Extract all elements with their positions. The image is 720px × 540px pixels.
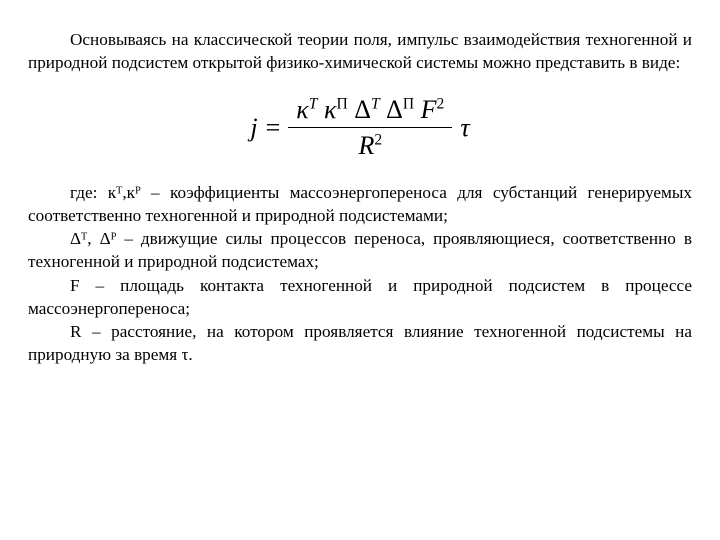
fraction: κТ κП ΔТ ΔП F2 R2	[288, 96, 452, 158]
r-squared: R2	[358, 131, 382, 160]
equals-sign: =	[266, 115, 281, 141]
delta-p: ΔП	[386, 95, 414, 124]
symbol-tau: τ	[460, 115, 469, 141]
document-page: Основываясь на классической теории поля,…	[0, 0, 720, 387]
impulse-formula: j = κТ κП ΔТ ΔП F2 R2 τ	[250, 96, 469, 158]
denominator: R2	[288, 128, 452, 159]
kappa-p: κП	[324, 95, 348, 124]
numerator: κТ κП ΔТ ΔП F2	[288, 96, 452, 128]
f-squared: F2	[421, 95, 445, 124]
kappa-t: κТ	[296, 95, 317, 124]
formula-block: j = κТ κП ΔТ ΔП F2 R2 τ	[28, 96, 692, 158]
intro-paragraph: Основываясь на классической теории поля,…	[28, 28, 692, 74]
definition-f: F – площадь контакта техногенной и приро…	[28, 274, 692, 320]
delta-t: ΔТ	[354, 95, 379, 124]
definition-kappa: где: кᵀ,кᴾ – коэффициенты массоэнергопер…	[28, 181, 692, 227]
definition-r: R – расстояние, на котором проявляется в…	[28, 320, 692, 366]
definition-delta: Δᵀ, Δᴾ – движущие силы процессов перенос…	[28, 227, 692, 273]
symbol-j: j	[250, 115, 257, 141]
